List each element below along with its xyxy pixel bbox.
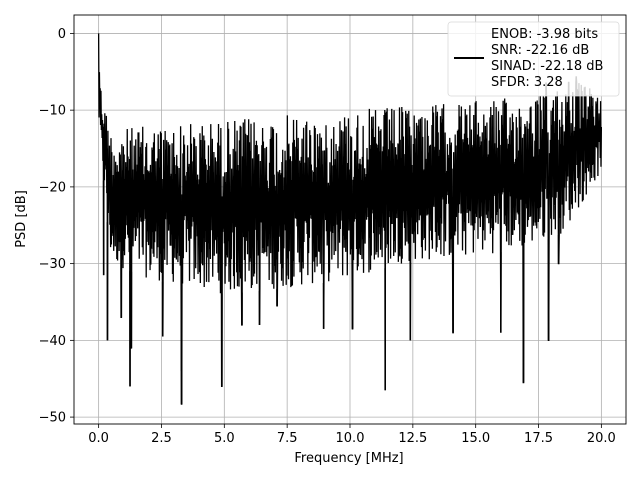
legend-label-line: SINAD: -22.18 dB [491, 59, 603, 74]
legend-label-line: SFDR: 3.28 [491, 75, 563, 90]
y-tick-label: −20 [39, 180, 66, 195]
y-axis-label: PSD [dB] [14, 190, 29, 248]
y-tick-label: −40 [39, 334, 66, 349]
y-tick-label: −10 [39, 104, 66, 119]
legend-label-line: SNR: -22.16 dB [491, 43, 589, 58]
y-tick-label: 0 [58, 27, 66, 42]
x-axis-label: Frequency [MHz] [294, 451, 403, 466]
legend-label-line: ENOB: -3.98 bits [491, 27, 598, 42]
x-tick-label: 5.0 [214, 431, 235, 446]
legend-box [447, 21, 620, 97]
x-tick-label: 2.5 [151, 431, 172, 446]
psd-line [97, 33, 603, 405]
axis-ticks: 0.0 2.5 5.0 7.5 10.0 12.5 15.0 17.5 20.0 0 −10 −20 −… [39, 27, 616, 446]
x-tick-label: 12.5 [398, 431, 427, 446]
x-tick-label: 7.5 [277, 431, 298, 446]
x-tick-label: 0.0 [88, 431, 109, 446]
x-tick-label: 20.0 [587, 431, 616, 446]
legend-label: ENOB: -3.98 bits SNR: -22.16 dB SINAD: -22… [491, 27, 603, 90]
x-tick-label: 10.0 [336, 431, 365, 446]
psd-trace [97, 33, 603, 405]
y-tick-label: −50 [39, 411, 66, 426]
y-tick-label: −30 [39, 257, 66, 272]
legend: ENOB: -3.98 bits SNR: -22.16 dB SINAD: -22… [447, 21, 620, 97]
x-tick-label: 15.0 [461, 431, 490, 446]
x-tick-label: 17.5 [524, 431, 553, 446]
